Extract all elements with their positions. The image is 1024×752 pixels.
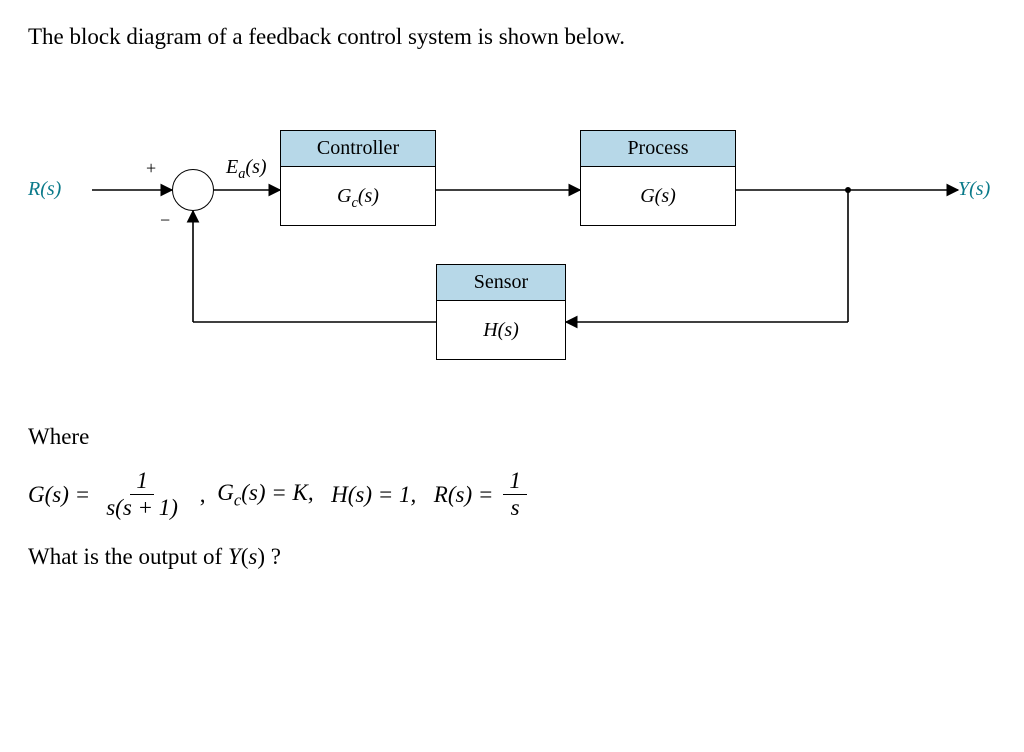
output-label: Y(s) — [958, 178, 990, 201]
eq-R-lhs: R(s) = — [434, 482, 494, 508]
plus-sign: + — [146, 158, 156, 179]
where-label: Where — [28, 424, 996, 450]
input-label: R(s) — [28, 178, 61, 201]
eq-G-lhs: G(s) = — [28, 482, 90, 508]
eq-H: H(s) = 1, — [331, 482, 428, 508]
eq-G-frac: 1 s(s + 1) — [100, 468, 184, 522]
eq-Gc: Gc(s) = K, — [217, 480, 325, 511]
controller-body: Gc(s) — [281, 167, 435, 230]
question-text: What is the output of Y(s) ? — [28, 544, 996, 570]
sensor-body: H(s) — [437, 301, 565, 360]
sensor-block: Sensor H(s) — [436, 264, 566, 360]
controller-block: Controller Gc(s) — [280, 130, 436, 226]
process-title: Process — [581, 131, 735, 167]
process-block: Process G(s) — [580, 130, 736, 226]
diagram-lines — [28, 80, 988, 410]
sensor-title: Sensor — [437, 265, 565, 301]
equations: G(s) = 1 s(s + 1) , Gc(s) = K, H(s) = 1,… — [28, 468, 996, 522]
error-label: Ea(s) — [226, 156, 267, 183]
summing-junction — [172, 169, 214, 211]
eq-R-frac: 1 s — [503, 468, 527, 522]
controller-title: Controller — [281, 131, 435, 167]
intro-text: The block diagram of a feedback control … — [28, 24, 996, 50]
block-diagram: Controller Gc(s) Process G(s) Sensor H(s… — [28, 80, 988, 410]
minus-sign: − — [160, 210, 170, 231]
process-body: G(s) — [581, 167, 735, 226]
